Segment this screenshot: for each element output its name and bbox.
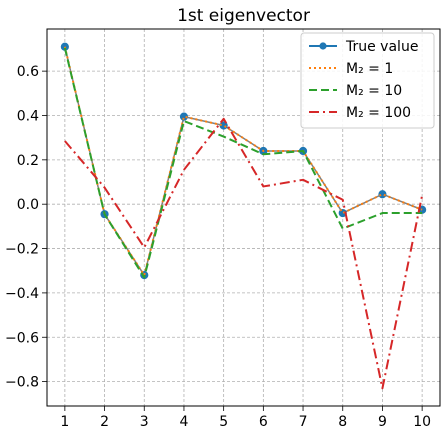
legend-box <box>300 32 435 129</box>
legend: True value M₂ = 1 M₂ = 10 M₂ = 100 <box>300 32 435 129</box>
y-tick-label: 0.6 <box>17 64 39 80</box>
y-tick-label: −0.6 <box>5 330 39 346</box>
chart-title: 1st eigenvector <box>177 6 310 26</box>
y-tick-label: −0.8 <box>5 375 39 391</box>
y-tick-label: −0.2 <box>5 242 39 258</box>
legend-m2-100-label: M₂ = 100 <box>346 105 411 121</box>
plot-frame <box>46 28 441 407</box>
legend-m2-10-label: M₂ = 10 <box>346 83 402 99</box>
x-tick-label: 4 <box>179 414 188 430</box>
y-tick-label: −0.4 <box>5 286 39 302</box>
y-tick-label: 0.0 <box>17 197 39 213</box>
x-tick-label: 6 <box>259 414 268 430</box>
series-m2-1-line <box>63 46 423 277</box>
legend-true-value-label: True value <box>345 39 418 55</box>
series-m2-10-line <box>63 47 423 279</box>
x-tick-label: 3 <box>140 414 149 430</box>
x-tick-label: 1 <box>60 414 69 430</box>
x-tick-label: 7 <box>299 414 308 430</box>
y-tick-label: 0.2 <box>17 153 39 169</box>
x-tick-label: 10 <box>413 414 431 430</box>
axes: 1 2 3 4 5 6 7 8 9 10 0.6 0.4 0.2 0.0 −0.2 −0.4 −0.6 −0.8 <box>5 28 441 430</box>
x-tick-label: 8 <box>338 414 347 430</box>
series-layer <box>60 42 427 390</box>
x-tick-label: 2 <box>100 414 109 430</box>
series-m2-100-line <box>64 117 424 390</box>
legend-m2-1-label: M₂ = 1 <box>346 61 393 77</box>
y-tick-label: 0.4 <box>17 108 39 124</box>
x-tick-label: 9 <box>378 414 387 430</box>
x-tick-label: 5 <box>219 414 228 430</box>
legend-true-value-marker <box>319 42 327 50</box>
